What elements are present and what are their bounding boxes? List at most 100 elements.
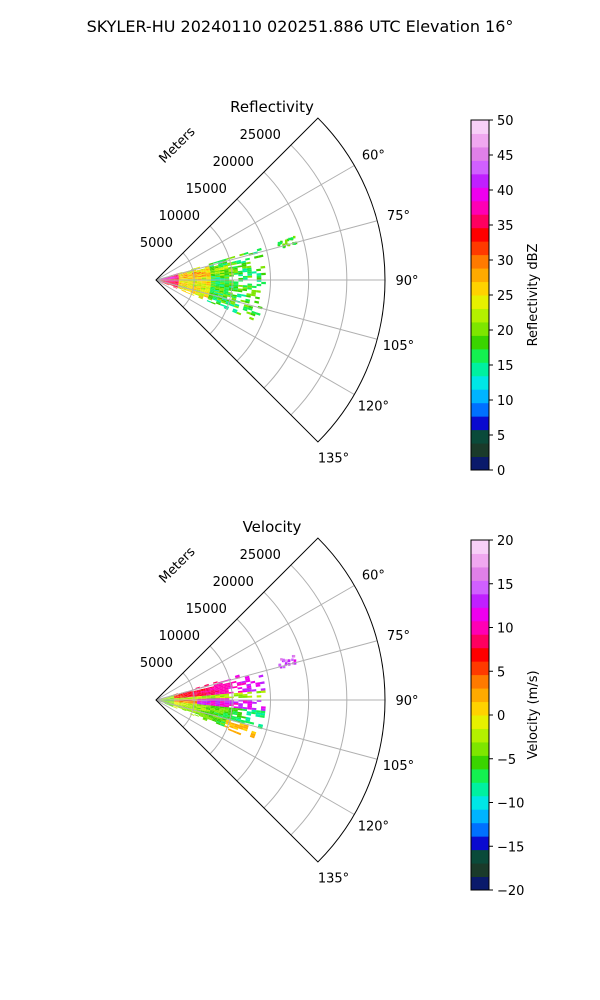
echo-cell: [220, 301, 226, 304]
echo-cell: [177, 287, 183, 289]
echo-cell: [236, 261, 242, 265]
echo-cell: [224, 273, 230, 276]
echo-cell: [199, 294, 204, 297]
echo-cell: [234, 674, 240, 678]
figure-suptitle: SKYLER-HU 20240110 020251.886 UTC Elevat…: [87, 17, 514, 36]
echo-cell: [174, 701, 179, 703]
echo-cell: [213, 715, 218, 719]
echo-cell: [183, 696, 188, 698]
echo-cell: [233, 709, 238, 712]
echo-cell: [282, 659, 286, 663]
echo-cell: [212, 718, 218, 721]
echo-cell: [174, 698, 179, 699]
echo-cell: [225, 720, 231, 724]
echo-cell: [210, 703, 216, 705]
echo-cell: [249, 721, 255, 725]
echo-cell: [190, 710, 196, 713]
echo-cell: [218, 714, 223, 717]
echo-cell: [206, 276, 211, 278]
echo-cell: [214, 292, 219, 295]
echo-cell: [201, 285, 207, 288]
echo-cell: [246, 265, 252, 269]
echo-cell: [195, 289, 201, 292]
echo-cell: [178, 702, 184, 704]
echo-cell: [210, 276, 216, 278]
echo-cell: [210, 277, 216, 279]
echo-cell: [210, 272, 216, 275]
echo-cell: [205, 706, 211, 708]
echo-cell: [227, 681, 233, 685]
echo-cell: [237, 708, 243, 711]
echo-cell: [244, 720, 250, 724]
echo-cell: [244, 675, 250, 679]
echo-cell: [210, 705, 216, 708]
azimuth-tick-label: 120°: [358, 400, 389, 415]
echo-cell: [187, 695, 193, 697]
echo-cell: [256, 277, 262, 280]
echo-cell: [178, 704, 184, 706]
echo-cell: [219, 706, 225, 709]
echo-cell: [225, 722, 231, 726]
colorbar-swatch: [471, 295, 489, 309]
echo-cell: [190, 290, 196, 293]
echo-cell: [211, 719, 217, 723]
echo-cell: [187, 703, 193, 706]
echo-cell: [214, 709, 220, 712]
echo-cell: [215, 286, 220, 288]
echo-cell: [223, 306, 229, 310]
echo-cell: [232, 310, 238, 314]
colorbar-swatch: [471, 782, 489, 797]
colorbar-tick-label: 40: [497, 184, 514, 199]
echo-cell: [251, 310, 257, 315]
echo-cell: [183, 697, 188, 699]
colorbar-swatch: [471, 443, 489, 458]
echo-cell: [251, 689, 257, 692]
echo-cell: [169, 702, 175, 704]
echo-cell: [201, 707, 206, 710]
echo-cell: [218, 682, 223, 686]
echo-cell: [214, 269, 220, 272]
echo-cell: [215, 284, 220, 287]
echo-cell: [195, 711, 200, 715]
echo-cell: [210, 692, 216, 695]
echo-cell: [216, 719, 222, 723]
echo-cell: [219, 695, 225, 698]
azimuth-tick-label: 60°: [362, 149, 385, 164]
echo-cell: [196, 285, 202, 287]
echo-cell: [209, 266, 215, 269]
echo-cell: [255, 684, 261, 688]
echo-cell: [178, 705, 183, 707]
echo-cell: [238, 277, 244, 280]
range-axis-label: Meters: [157, 124, 199, 166]
echo-cell: [169, 277, 175, 279]
echo-cell: [252, 701, 257, 704]
echo-cell: [165, 278, 170, 280]
echo-cell: [165, 701, 170, 703]
colorbar-swatch: [471, 348, 489, 363]
colorbar-swatch: [471, 701, 489, 716]
echo-cell: [220, 281, 225, 283]
echo-cell: [178, 274, 184, 277]
echo-cell: [165, 701, 170, 703]
echo-cell: [187, 697, 193, 699]
echo-cell: [169, 698, 175, 700]
echo-cell: [187, 701, 193, 703]
echo-cell: [219, 271, 225, 274]
echo-cell: [247, 273, 253, 276]
echo-cell: [241, 716, 247, 719]
echo-cell: [177, 707, 183, 709]
colorbar-swatch: [471, 876, 489, 891]
echo-cell: [197, 283, 202, 285]
echo-cell: [206, 280, 211, 283]
echo-cell: [183, 283, 188, 286]
echo-cell: [205, 290, 210, 293]
echo-cell: [178, 284, 183, 287]
echo-cell: [224, 276, 230, 279]
echo-cell: [182, 706, 188, 708]
echo-cell: [224, 272, 230, 275]
colorbar-swatch: [471, 375, 489, 390]
echo-cell: [230, 255, 236, 259]
echo-cell: [233, 702, 239, 705]
echo-cell: [183, 281, 189, 283]
echo-cell: [187, 272, 192, 274]
